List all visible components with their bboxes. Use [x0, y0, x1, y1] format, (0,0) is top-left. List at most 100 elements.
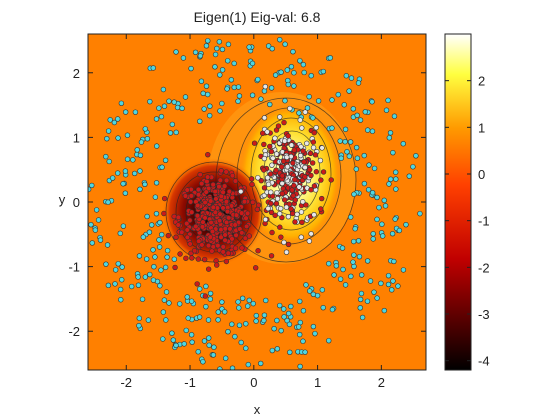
scatter-point: [220, 249, 226, 255]
scatter-point: [105, 199, 111, 205]
scatter-point: [269, 45, 275, 52]
scatter-point: [359, 272, 365, 278]
scatter-point: [219, 299, 225, 305]
scatter-point: [173, 234, 179, 241]
y-tick-label: -1: [68, 260, 80, 275]
scatter-point: [207, 296, 214, 302]
scatter-point: [149, 222, 155, 228]
scatter-point: [364, 298, 371, 304]
scatter-point: [169, 330, 175, 336]
scatter-point: [369, 128, 376, 134]
scatter-point: [292, 219, 298, 225]
scatter-point: [162, 264, 169, 271]
scatter-point: [300, 61, 307, 68]
scatter-point: [255, 175, 261, 181]
scatter-point: [136, 322, 142, 329]
scatter-point: [298, 234, 304, 240]
scatter-point: [253, 318, 259, 324]
scatter-point: [258, 96, 264, 102]
scatter-point: [200, 219, 206, 225]
scatter-point: [391, 258, 397, 265]
scatter-point: [201, 256, 208, 263]
scatter-point: [261, 141, 267, 148]
scatter-point: [319, 195, 325, 202]
scatter-point: [197, 53, 204, 59]
scatter-point: [265, 205, 271, 212]
scatter-point: [381, 307, 387, 314]
scatter-point: [161, 210, 167, 217]
scatter-point: [88, 198, 89, 201]
scatter-point: [152, 254, 158, 260]
scatter-point: [239, 245, 245, 251]
scatter-point: [158, 267, 164, 273]
scatter-point: [274, 196, 281, 202]
scatter-point: [289, 210, 296, 217]
scatter-point: [202, 199, 208, 206]
scatter-point: [235, 299, 241, 305]
scatter-point: [354, 155, 361, 161]
scatter-point: [220, 244, 226, 250]
scatter-point: [393, 186, 399, 192]
scatter-point: [147, 271, 153, 278]
scatter-point: [284, 164, 291, 170]
scatter-point: [142, 181, 148, 188]
scatter-point: [281, 119, 287, 126]
scatter-point: [352, 226, 358, 232]
colorbar-tick-label: 0: [478, 167, 485, 182]
scatter-point: [115, 116, 121, 122]
scatter-point: [370, 236, 376, 242]
scatter-point: [297, 331, 303, 338]
scatter-point: [278, 234, 284, 240]
scatter-point: [310, 115, 316, 121]
scatter-point: [92, 227, 99, 233]
scatter-point: [382, 203, 389, 209]
scatter-point: [262, 216, 269, 223]
scatter-point: [188, 65, 194, 72]
scatter-point: [236, 93, 243, 99]
scatter-point: [296, 324, 302, 330]
scatter-point: [342, 282, 349, 288]
scatter-point: [272, 72, 279, 78]
scatter-point: [222, 355, 229, 361]
scatter-point: [201, 338, 208, 344]
scatter-point: [279, 190, 285, 197]
scatter-point: [104, 242, 111, 248]
scatter-point: [348, 75, 355, 81]
scatter-point: [202, 293, 209, 299]
scatter-point: [215, 309, 221, 315]
scatter-point: [400, 141, 406, 147]
scatter-point: [310, 323, 317, 330]
scatter-point: [160, 336, 166, 342]
scatter-point: [200, 90, 206, 97]
scatter-point: [112, 281, 118, 287]
scatter-point: [134, 147, 140, 153]
scatter-point: [219, 100, 225, 107]
scatter-point: [222, 237, 228, 244]
colorbar-gradient: [444, 33, 472, 371]
scatter-point: [252, 265, 259, 271]
scatter-point: [135, 274, 141, 280]
scatter-point: [217, 177, 224, 183]
scatter-point: [353, 144, 360, 151]
scatter-point: [303, 202, 309, 208]
scatter-point: [333, 263, 340, 269]
scatter-point: [207, 198, 214, 204]
scatter-point: [286, 321, 293, 328]
scatter-point: [297, 363, 303, 370]
scatter-point: [169, 121, 176, 128]
scatter-point: [221, 183, 228, 189]
scatter-point: [243, 321, 249, 327]
scatter-point: [298, 209, 305, 215]
scatter-point: [277, 302, 283, 309]
scatter-point: [288, 142, 295, 148]
scatter-point: [160, 86, 167, 93]
scatter-point: [354, 112, 360, 119]
scatter-point: [183, 255, 189, 261]
scatter-point: [179, 105, 185, 112]
scatter-point: [357, 117, 364, 123]
scatter-point: [245, 361, 251, 368]
scatter-point: [197, 286, 203, 292]
scatter-point: [95, 217, 102, 223]
scatter-point: [282, 41, 288, 47]
scatter-point: [246, 297, 252, 304]
